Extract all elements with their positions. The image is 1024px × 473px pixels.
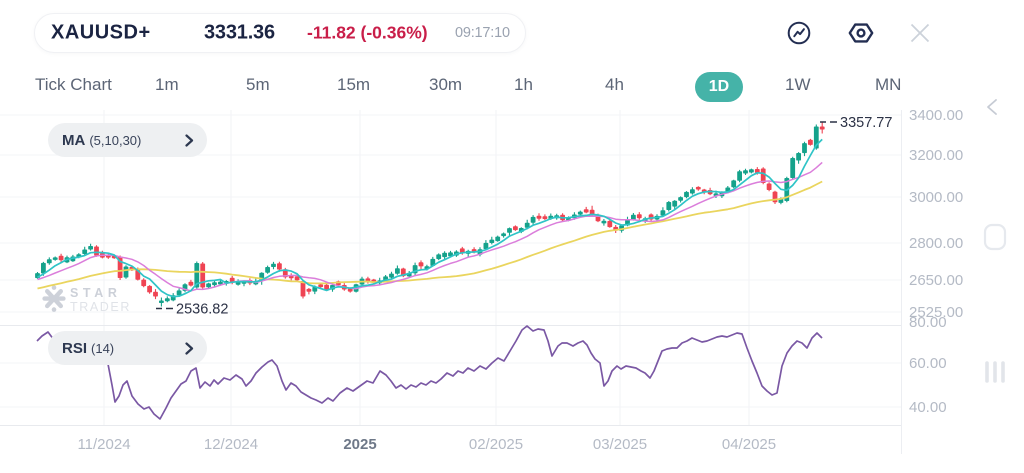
svg-text:03/2025: 03/2025 — [593, 436, 647, 453]
svg-text:3000.00: 3000.00 — [909, 189, 963, 206]
svg-text:12/2024: 12/2024 — [204, 436, 258, 453]
svg-text:2800.00: 2800.00 — [909, 235, 963, 252]
svg-text:3400.00: 3400.00 — [909, 107, 963, 124]
svg-text:2650.00: 2650.00 — [909, 272, 963, 289]
svg-text:60.00: 60.00 — [909, 355, 947, 372]
svg-text:40.00: 40.00 — [909, 399, 947, 416]
svg-text:STAR: STAR — [70, 286, 122, 300]
svg-text:3357.77: 3357.77 — [840, 115, 892, 131]
svg-text:2525.00: 2525.00 — [909, 304, 963, 321]
svg-text:11/2024: 11/2024 — [77, 436, 130, 453]
svg-text:04/2025: 04/2025 — [722, 436, 776, 453]
svg-text:2536.82: 2536.82 — [176, 302, 228, 318]
svg-text:2025: 2025 — [343, 436, 376, 453]
svg-text:80.00: 80.00 — [909, 314, 947, 331]
svg-text:02/2025: 02/2025 — [469, 436, 523, 453]
svg-text:3200.00: 3200.00 — [909, 147, 963, 164]
svg-text:TRADER: TRADER — [70, 300, 131, 314]
